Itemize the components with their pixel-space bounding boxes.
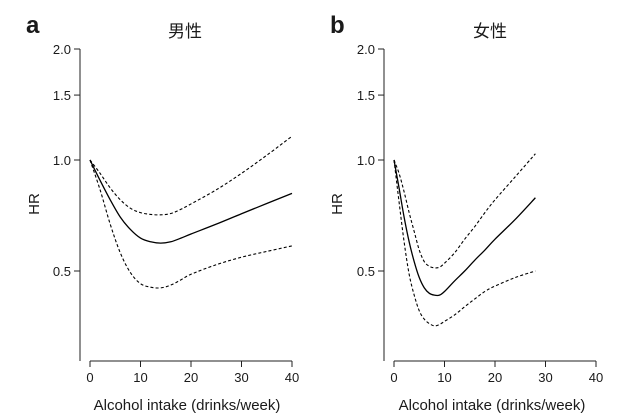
panel-a-series: [89, 135, 293, 289]
y-tick-label: 2.0: [357, 42, 375, 57]
x-tick-label: 0: [86, 370, 93, 385]
x-tick-label: 30: [234, 370, 248, 385]
x-tick-label: 10: [437, 370, 451, 385]
panel-b-title: 女性: [473, 22, 507, 41]
panel-b-hr-estimate-line: [393, 159, 536, 297]
panel-a-axes: 0.5 1.0 1.5 2.0 0 10 20 30 40: [53, 42, 299, 385]
panel-a-title: 男性: [168, 22, 202, 41]
y-tick-label: 1.5: [357, 88, 375, 103]
panel-a-upper-ci-line: [89, 135, 293, 216]
panel-b-xlabel: Alcohol intake (drinks/week): [399, 397, 586, 414]
panel-b-upper-ci-line: [393, 153, 536, 269]
panel-b-lower-ci-line: [393, 159, 536, 327]
x-tick-label: 20: [488, 370, 502, 385]
y-tick-label: 2.0: [53, 42, 71, 57]
y-tick-label: 1.0: [357, 153, 375, 168]
panel-a-lower-ci-line: [89, 159, 293, 289]
panel-b-axes: 0.5 1.0 1.5 2.0 0 10 20 30 40: [357, 42, 603, 385]
panel-letter-a: a: [26, 12, 40, 39]
panel-b: b 女性 HR Alcohol intake (drinks/week) 0.5…: [329, 12, 603, 414]
panel-a-hr-estimate-line: [89, 159, 293, 244]
panel-b-series: [393, 153, 536, 327]
panel-a-xlabel: Alcohol intake (drinks/week): [94, 397, 281, 414]
panel-a: a 男性 HR Alcohol intake (drinks/week) 0.5…: [26, 12, 299, 414]
x-tick-label: 20: [184, 370, 198, 385]
x-tick-label: 0: [390, 370, 397, 385]
panel-letter-b: b: [330, 12, 345, 39]
panel-b-ylabel: HR: [329, 193, 346, 215]
y-tick-label: 0.5: [357, 264, 375, 279]
x-tick-label: 10: [133, 370, 147, 385]
x-tick-label: 40: [589, 370, 603, 385]
x-tick-label: 40: [285, 370, 299, 385]
y-tick-label: 1.0: [53, 153, 71, 168]
y-tick-label: 1.5: [53, 88, 71, 103]
y-tick-label: 0.5: [53, 264, 71, 279]
panel-a-ylabel: HR: [26, 193, 43, 215]
x-tick-label: 30: [538, 370, 552, 385]
